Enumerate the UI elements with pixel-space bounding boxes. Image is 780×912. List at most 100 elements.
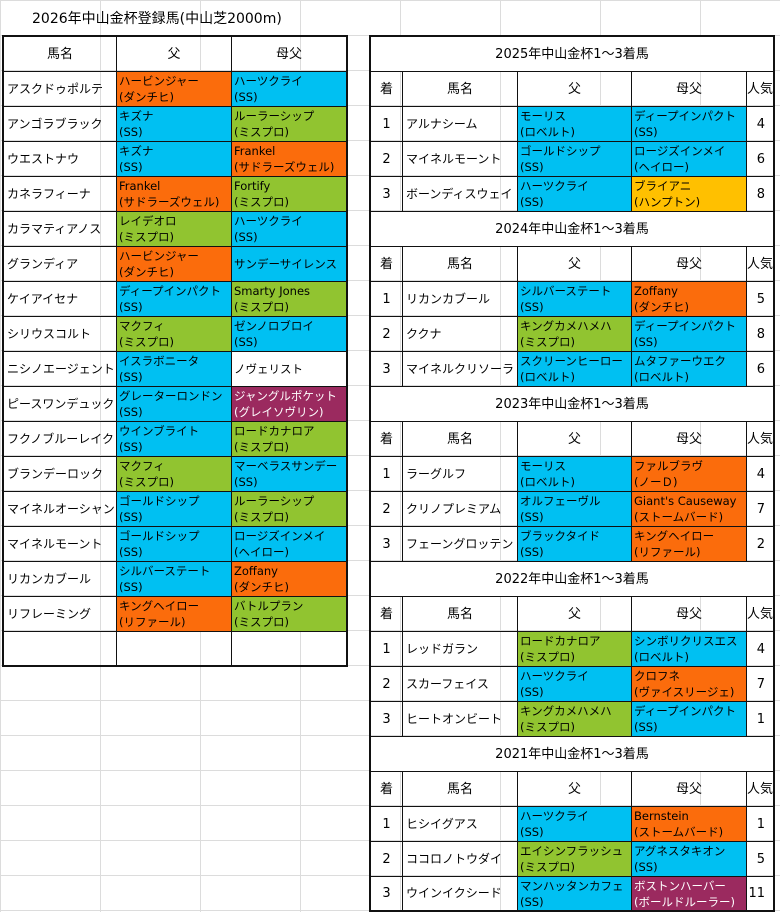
horse-name: リカンカブール	[4, 562, 117, 597]
sire-cell: ハーツクライ (SS)	[518, 807, 632, 842]
dam-sire-cell: サンデーサイレンス	[232, 247, 348, 282]
dam-sire-name: サンデーサイレンス	[234, 257, 338, 271]
dam-sire-name: Zoffany	[634, 284, 678, 298]
dam-sire-cell: Frankel (サドラーズウェル)	[232, 142, 348, 177]
col-header-sire: 父	[518, 597, 632, 632]
horse-name: フェーングロッテン	[403, 527, 518, 562]
sire-name: エイシンフラッシュ	[520, 844, 624, 858]
sire-lineage: (SS)	[119, 160, 143, 174]
popularity: 1	[747, 807, 775, 842]
sire-cell: ゴールドシップ (SS)	[117, 527, 232, 562]
col-header-sire: 父	[518, 247, 632, 282]
sire-lineage: (リファール)	[119, 615, 186, 629]
sire-lineage: (SS)	[119, 125, 143, 139]
col-header-rank: 着	[371, 247, 403, 282]
dam-sire-name: ゼンノロブロイ	[234, 319, 314, 333]
sire-lineage: (SS)	[119, 405, 143, 419]
popularity: 8	[747, 177, 775, 212]
horse-name: アルナシーム	[403, 107, 518, 142]
dam-sire-name: ファルブラヴ	[634, 459, 703, 473]
dam-sire-name: ディープインパクト	[634, 704, 737, 718]
dam-sire-name: ディープインパクト	[634, 319, 737, 333]
sire-lineage: (SS)	[119, 440, 143, 454]
sire-name: ハーツクライ	[520, 809, 589, 823]
sire-name: ハービンジャー	[119, 249, 199, 263]
dam-sire-lineage: (リファール)	[634, 545, 701, 559]
finish-rank: 1	[371, 807, 403, 842]
sire-lineage: (SS)	[520, 195, 544, 209]
popularity: 2	[747, 527, 775, 562]
horse-name: カラマティアノス	[4, 212, 117, 247]
dam-sire-name: ディープインパクト	[634, 109, 737, 123]
popularity: 4	[747, 107, 775, 142]
col-header-dam-sire: 母父	[632, 247, 747, 282]
finish-rank: 3	[371, 527, 403, 562]
col-header-horse: 馬名	[403, 247, 518, 282]
col-header-rank: 着	[371, 772, 403, 807]
section-title: 2024年中山金杯1～3着馬	[371, 212, 775, 247]
col-header-horse: 馬名	[403, 597, 518, 632]
sire-lineage: (ミスプロ)	[520, 650, 575, 664]
sire-lineage: (ロベルト)	[520, 475, 575, 489]
sire-name: スクリーンヒーロー	[520, 354, 623, 368]
col-header-popularity: 人気	[747, 72, 775, 107]
sire-name: キズナ	[119, 144, 154, 158]
sire-name: シルバーステート	[520, 284, 612, 298]
dam-sire-name: シンボリクリスエス	[634, 634, 738, 648]
dam-sire-cell: ロードカナロア (ミスプロ)	[232, 422, 348, 457]
sire-cell: ハーツクライ (SS)	[518, 177, 632, 212]
sire-name: ブラックタイド	[520, 529, 601, 543]
dam-sire-name: Frankel	[234, 144, 276, 158]
dam-sire-lineage: (SS)	[634, 860, 658, 874]
dam-sire-lineage: (ストームバード)	[634, 825, 724, 839]
sire-cell: レイデオロ (ミスプロ)	[117, 212, 232, 247]
dam-sire-cell: Bernstein (ストームバード)	[632, 807, 747, 842]
sire-lineage: (SS)	[119, 545, 143, 559]
col-header-dam-sire: 母父	[632, 772, 747, 807]
horse-name: フクノブルーレイク	[4, 422, 117, 457]
horse-name: ヒシイグアス	[403, 807, 518, 842]
col-header-rank: 着	[371, 422, 403, 457]
horse-name: ククナ	[403, 317, 518, 352]
dam-sire-lineage: (サドラーズウェル)	[234, 160, 335, 174]
sire-lineage: (ロベルト)	[520, 370, 575, 384]
sire-cell: キングヘイロー (リファール)	[117, 597, 232, 632]
sire-cell: モーリス (ロベルト)	[518, 457, 632, 492]
dam-sire-name: クロフネ	[634, 669, 680, 683]
dam-sire-lineage: (ストームバード)	[634, 510, 724, 524]
horse-name: ニシノエージェント	[4, 352, 117, 387]
dam-sire-name: ハーツクライ	[234, 74, 303, 88]
finish-rank: 2	[371, 142, 403, 177]
sire-name: キングカメハメハ	[520, 704, 612, 718]
sire-cell: Frankel (サドラーズウェル)	[117, 177, 232, 212]
sire-cell: キズナ (SS)	[117, 142, 232, 177]
sire-cell: シルバーステート (SS)	[518, 282, 632, 317]
col-header-popularity: 人気	[747, 597, 775, 632]
sire-lineage: (SS)	[119, 370, 143, 384]
sire-name: モーリス	[520, 109, 566, 123]
sire-name: マクフィ	[119, 459, 165, 473]
dam-sire-cell: Smarty Jones (ミスプロ)	[232, 282, 348, 317]
col-header-sire: 父	[518, 72, 632, 107]
dam-sire-lineage: (ロベルト)	[634, 650, 689, 664]
dam-sire-cell: ファルブラヴ (ノーＤ)	[632, 457, 747, 492]
sire-cell: ウインブライト (SS)	[117, 422, 232, 457]
sire-lineage: (ダンチヒ)	[119, 90, 174, 104]
horse-name: シリウスコルト	[4, 317, 117, 352]
sire-lineage: (SS)	[520, 160, 544, 174]
sire-lineage: (ミスプロ)	[520, 860, 575, 874]
sire-lineage: (ロベルト)	[520, 125, 575, 139]
dam-sire-cell: ジャングルポケット (グレイソヴリン)	[232, 387, 348, 422]
dam-sire-lineage: (ヘイロー)	[634, 160, 689, 174]
empty-cell	[232, 632, 348, 667]
sire-cell: スクリーンヒーロー (ロベルト)	[518, 352, 632, 387]
horse-name: カネラフィーナ	[4, 177, 117, 212]
popularity: 7	[747, 492, 775, 527]
dam-sire-name: ボストンハーバー	[634, 878, 726, 893]
sire-name: ゴールドシップ	[119, 494, 200, 508]
sire-name: キズナ	[119, 109, 154, 123]
dam-sire-name: マーベラスサンデー	[234, 459, 338, 473]
col-header-dam-sire: 母父	[632, 422, 747, 457]
dam-sire-cell: ハーツクライ (SS)	[232, 72, 348, 107]
sire-cell: グレーターロンドン (SS)	[117, 387, 232, 422]
